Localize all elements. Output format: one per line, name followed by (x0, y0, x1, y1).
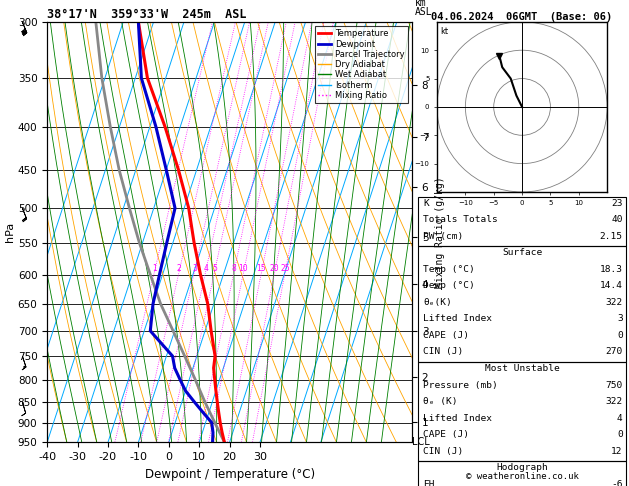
Text: 20: 20 (270, 264, 279, 273)
Text: 0: 0 (617, 331, 623, 340)
Text: 322: 322 (606, 397, 623, 406)
Text: 18.3: 18.3 (599, 265, 623, 274)
Text: km
ASL: km ASL (415, 0, 433, 17)
Text: © weatheronline.co.uk: © weatheronline.co.uk (465, 472, 579, 481)
Text: 14.4: 14.4 (599, 281, 623, 291)
Text: 0: 0 (617, 430, 623, 439)
X-axis label: Dewpoint / Temperature (°C): Dewpoint / Temperature (°C) (145, 468, 314, 481)
Text: Lifted Index: Lifted Index (423, 414, 493, 423)
Text: 3: 3 (192, 264, 197, 273)
Y-axis label: hPa: hPa (5, 222, 15, 242)
Text: CAPE (J): CAPE (J) (423, 331, 469, 340)
Text: 04.06.2024  06GMT  (Base: 06): 04.06.2024 06GMT (Base: 06) (431, 12, 613, 22)
Text: Mixing Ratio (g/kg): Mixing Ratio (g/kg) (435, 176, 445, 288)
Text: 5: 5 (212, 264, 217, 273)
Text: 40: 40 (611, 215, 623, 225)
Text: Temp (°C): Temp (°C) (423, 265, 475, 274)
Text: 1: 1 (152, 264, 157, 273)
Text: 750: 750 (606, 381, 623, 390)
Text: Most Unstable: Most Unstable (485, 364, 559, 373)
Text: CIN (J): CIN (J) (423, 447, 464, 456)
Text: 23: 23 (611, 199, 623, 208)
Text: LCL: LCL (412, 437, 430, 447)
Text: EH: EH (423, 480, 435, 486)
Text: 4: 4 (203, 264, 208, 273)
Text: 38°17'N  359°33'W  245m  ASL: 38°17'N 359°33'W 245m ASL (47, 8, 247, 21)
Text: kt: kt (440, 27, 448, 36)
Text: Hodograph: Hodograph (496, 463, 548, 472)
Text: -6: -6 (611, 480, 623, 486)
Legend: Temperature, Dewpoint, Parcel Trajectory, Dry Adiabat, Wet Adiabat, Isotherm, Mi: Temperature, Dewpoint, Parcel Trajectory… (315, 26, 408, 103)
Text: 15: 15 (257, 264, 266, 273)
Text: CIN (J): CIN (J) (423, 347, 464, 357)
Text: Surface: Surface (502, 248, 542, 258)
Text: Dewp (°C): Dewp (°C) (423, 281, 475, 291)
Text: 2.15: 2.15 (599, 232, 623, 241)
Text: θₑ(K): θₑ(K) (423, 298, 452, 307)
Text: 10: 10 (238, 264, 248, 273)
Text: Totals Totals: Totals Totals (423, 215, 498, 225)
Text: PW (cm): PW (cm) (423, 232, 464, 241)
Text: 322: 322 (606, 298, 623, 307)
Text: 3: 3 (617, 314, 623, 324)
Text: 25: 25 (280, 264, 290, 273)
Text: CAPE (J): CAPE (J) (423, 430, 469, 439)
Text: θₑ (K): θₑ (K) (423, 397, 458, 406)
Text: Lifted Index: Lifted Index (423, 314, 493, 324)
Text: K: K (423, 199, 429, 208)
Text: Pressure (mb): Pressure (mb) (423, 381, 498, 390)
Text: 2: 2 (177, 264, 182, 273)
Text: 4: 4 (617, 414, 623, 423)
Text: 270: 270 (606, 347, 623, 357)
Text: 8: 8 (231, 264, 237, 273)
Text: 12: 12 (611, 447, 623, 456)
